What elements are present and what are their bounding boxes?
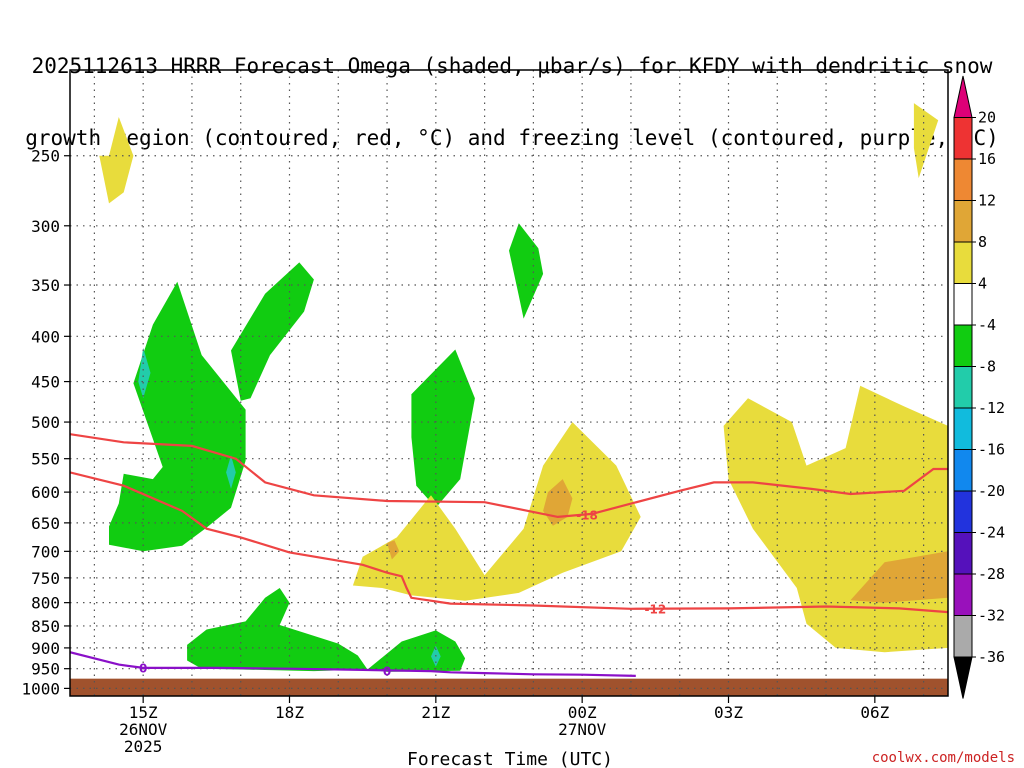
omega-region-8 [367,630,466,672]
colorbar-label-11: -24 [978,524,1005,542]
colorbar-label-6: -4 [978,316,996,334]
colorbar: 20 16 12 8 4 -4 -8 -12 -16 -20 -24 -28 -32 -36 [953,75,1005,699]
colorbar-label-12: -28 [978,565,1005,583]
dgz-contour-minus12 [70,471,948,614]
contour-label-freezing-0b: 0 [383,665,391,679]
omega-region-6 [411,349,475,508]
x-axis-title: Forecast Time (UTC) [407,749,613,768]
omega-region-3 [509,223,544,319]
colorbar-band-1 [953,117,973,160]
colorbar-band-13 [953,615,973,658]
y-tick-label-250: 250 [31,147,60,166]
omega-region-7 [187,588,368,672]
contour-group [70,433,948,677]
colorbar-label-8: -12 [978,399,1005,417]
omega-region-2 [913,103,939,179]
ground-surface [70,678,948,696]
plot-area [70,103,948,696]
y-tick-label-350: 350 [31,276,60,295]
y-tick-label-1000: 1000 [21,679,60,698]
omega-region-5 [231,262,314,401]
colorbar-band-2 [953,158,973,201]
colorbar-label-4: 8 [978,233,987,251]
chart-title-line-1: 2025112613 HRRR Forecast Omega (shaded, … [31,54,993,78]
y-tick-label-450: 450 [31,373,60,392]
contour-label-freezing-0a: 0 [139,661,147,675]
y-tick-label-600: 600 [31,483,60,502]
colorbar-label-7: -8 [978,358,996,376]
grid-lines [70,70,948,696]
plot-frame [69,69,949,697]
omega-region-4 [109,281,246,552]
omega-region-14 [138,347,151,399]
x-tick-label-3-1: 21Z [421,703,450,722]
credit-text: coolwx.com/models [872,750,1015,766]
contour-lines: -18 -12 0 0 [70,433,948,679]
y-tick-label-900: 900 [31,639,60,658]
omega-region-11 [543,479,573,526]
colorbar-label-5: 4 [978,275,987,293]
x-tick-label-5-1: 03Z [714,703,743,722]
y-tick-label-950: 950 [31,660,60,679]
omega-region-9 [352,422,641,601]
shaded-omega [70,103,948,696]
y-tick-label-650: 650 [31,514,60,533]
x-tick-label-1-1: 15Z [129,703,158,722]
contour-label-minus18: -18 [576,509,598,523]
omega-region-10 [723,385,948,653]
colorbar-band-3 [953,200,973,243]
x-tick-label-1-3: 2025 [124,737,163,756]
y-tick-label-750: 750 [31,569,60,588]
colorbar-band-6 [953,324,973,367]
y-tick-label-550: 550 [31,450,60,469]
omega-region-15 [226,455,236,489]
colorbar-top-triangle [953,75,973,118]
y-axis: 250 300 350 400 450 500 550 600 650 700 750 800 850 9… [21,147,70,698]
freezing-level-contour [70,651,636,677]
colorbar-band-11 [953,532,973,575]
y-tick-label-700: 700 [31,542,60,561]
colorbar-band-12 [953,573,973,616]
colorbar-band-5 [953,283,973,326]
colorbar-band-7 [953,366,973,409]
colorbar-label-14: -36 [978,648,1005,666]
x-tick-label-6-1: 06Z [860,703,889,722]
colorbar-band-4 [953,241,973,284]
y-tick-label-800: 800 [31,594,60,613]
colorbar-band-10 [953,490,973,533]
x-tick-label-2-1: 18Z [275,703,304,722]
colorbar-bottom-triangle [953,656,973,699]
y-tick-label-400: 400 [31,327,60,346]
omega-region-13 [387,540,400,560]
colorbar-label-9: -16 [978,441,1005,459]
colorbar-band-9 [953,449,973,492]
contour-label-minus12: -12 [644,602,666,616]
colorbar-label-2: 16 [978,150,996,168]
colorbar-band-8 [953,407,973,450]
omega-region-1 [99,117,134,204]
y-tick-label-850: 850 [31,617,60,636]
x-tick-label-1-2: 26NOV [119,720,168,739]
colorbar-label-1: 20 [978,109,996,127]
colorbar-label-3: 12 [978,192,996,210]
x-tick-label-4-2: 27NOV [558,720,607,739]
y-tick-label-300: 300 [31,217,60,236]
x-tick-label-4-1: 00Z [568,703,597,722]
colorbar-label-10: -20 [978,482,1005,500]
colorbar-label-13: -32 [978,607,1005,625]
y-tick-label-500: 500 [31,413,60,432]
dgz-contour-minus18 [70,433,948,519]
